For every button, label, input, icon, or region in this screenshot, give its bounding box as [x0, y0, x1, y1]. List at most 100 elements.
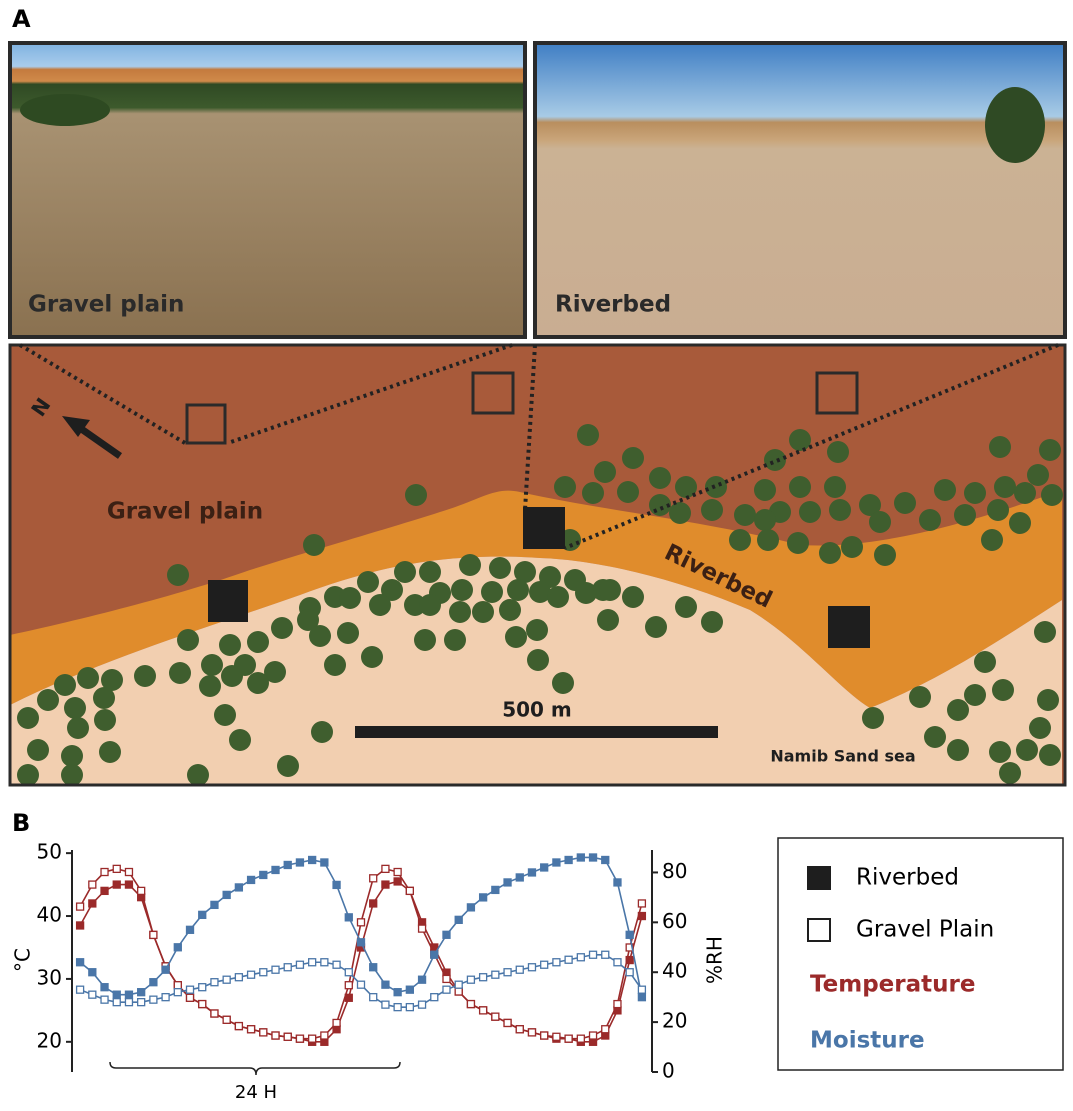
data-point [333, 881, 340, 888]
tree [17, 707, 39, 729]
data-point [101, 869, 108, 876]
data-point [419, 976, 426, 983]
tree [754, 509, 776, 531]
tree [199, 675, 221, 697]
data-point [614, 959, 621, 966]
data-point [492, 1013, 499, 1020]
data-point [590, 1032, 597, 1039]
data-point [345, 982, 352, 989]
tree [799, 501, 821, 523]
tree [1037, 689, 1059, 711]
data-point [467, 904, 474, 911]
photo-label: Riverbed [555, 292, 671, 318]
tree [645, 616, 667, 638]
data-point [370, 875, 377, 882]
tree [1029, 717, 1051, 739]
tree [303, 534, 325, 556]
data-point [89, 991, 96, 998]
data-point [577, 854, 584, 861]
tree [819, 542, 841, 564]
data-point [260, 871, 267, 878]
data-point [406, 1004, 413, 1011]
data-point [455, 988, 462, 995]
tree [444, 629, 466, 651]
data-point [541, 961, 548, 968]
data-point [528, 1029, 535, 1036]
series-line [80, 857, 642, 997]
data-point [504, 1019, 511, 1026]
data-point [614, 879, 621, 886]
tree [414, 629, 436, 651]
data-point [419, 925, 426, 932]
data-point [541, 1032, 548, 1039]
data-point [113, 999, 120, 1006]
legend-marker [808, 867, 830, 889]
tree [357, 571, 379, 593]
data-point [260, 1029, 267, 1036]
tree [221, 665, 243, 687]
data-point [223, 891, 230, 898]
data-point [467, 976, 474, 983]
data-point [358, 981, 365, 988]
tree [617, 481, 639, 503]
data-point [638, 986, 645, 993]
data-point [89, 900, 96, 907]
data-point [358, 919, 365, 926]
tree [582, 482, 604, 504]
tree [54, 674, 76, 696]
tree [989, 741, 1011, 763]
data-point [345, 969, 352, 976]
data-point [406, 986, 413, 993]
data-point [565, 956, 572, 963]
tree [369, 594, 391, 616]
tree [862, 707, 884, 729]
tree [974, 651, 996, 673]
tree [405, 484, 427, 506]
figure: A B Gravel plain Riverbed N Gravel plain… [0, 0, 1073, 1107]
tree [964, 482, 986, 504]
data-point [296, 961, 303, 968]
scale-bar [355, 726, 718, 738]
data-point [101, 996, 108, 1003]
tree [167, 564, 189, 586]
map: N Gravel plain Riverbed Namib Sand sea 5… [10, 345, 1065, 786]
data-point [248, 971, 255, 978]
tree [394, 561, 416, 583]
tree [1041, 484, 1063, 506]
tree [594, 461, 616, 483]
y2-tick-label: 80 [662, 859, 687, 883]
data-point [406, 887, 413, 894]
data-point [272, 866, 279, 873]
tree [134, 665, 156, 687]
tree [729, 529, 751, 551]
data-point [455, 916, 462, 923]
data-point [272, 966, 279, 973]
y-axis-label: °C [11, 948, 35, 972]
tree [1027, 464, 1049, 486]
legend-label: Moisture [810, 1028, 925, 1054]
data-point [443, 975, 450, 982]
tree [526, 619, 548, 641]
data-point [492, 886, 499, 893]
data-point [370, 994, 377, 1001]
data-point [541, 864, 548, 871]
tree [987, 499, 1009, 521]
tree [994, 476, 1016, 498]
tree [701, 611, 723, 633]
data-point [125, 999, 132, 1006]
tree [789, 429, 811, 451]
data-point [101, 984, 108, 991]
data-point [516, 1026, 523, 1033]
data-point [528, 964, 535, 971]
y2-tick-label: 60 [662, 909, 687, 933]
data-point [125, 881, 132, 888]
tree [481, 581, 503, 603]
data-point [321, 959, 328, 966]
data-point [602, 856, 609, 863]
data-point [174, 982, 181, 989]
tree [277, 755, 299, 777]
data-point [199, 911, 206, 918]
data-point [370, 900, 377, 907]
tree [1039, 439, 1061, 461]
tree [934, 479, 956, 501]
